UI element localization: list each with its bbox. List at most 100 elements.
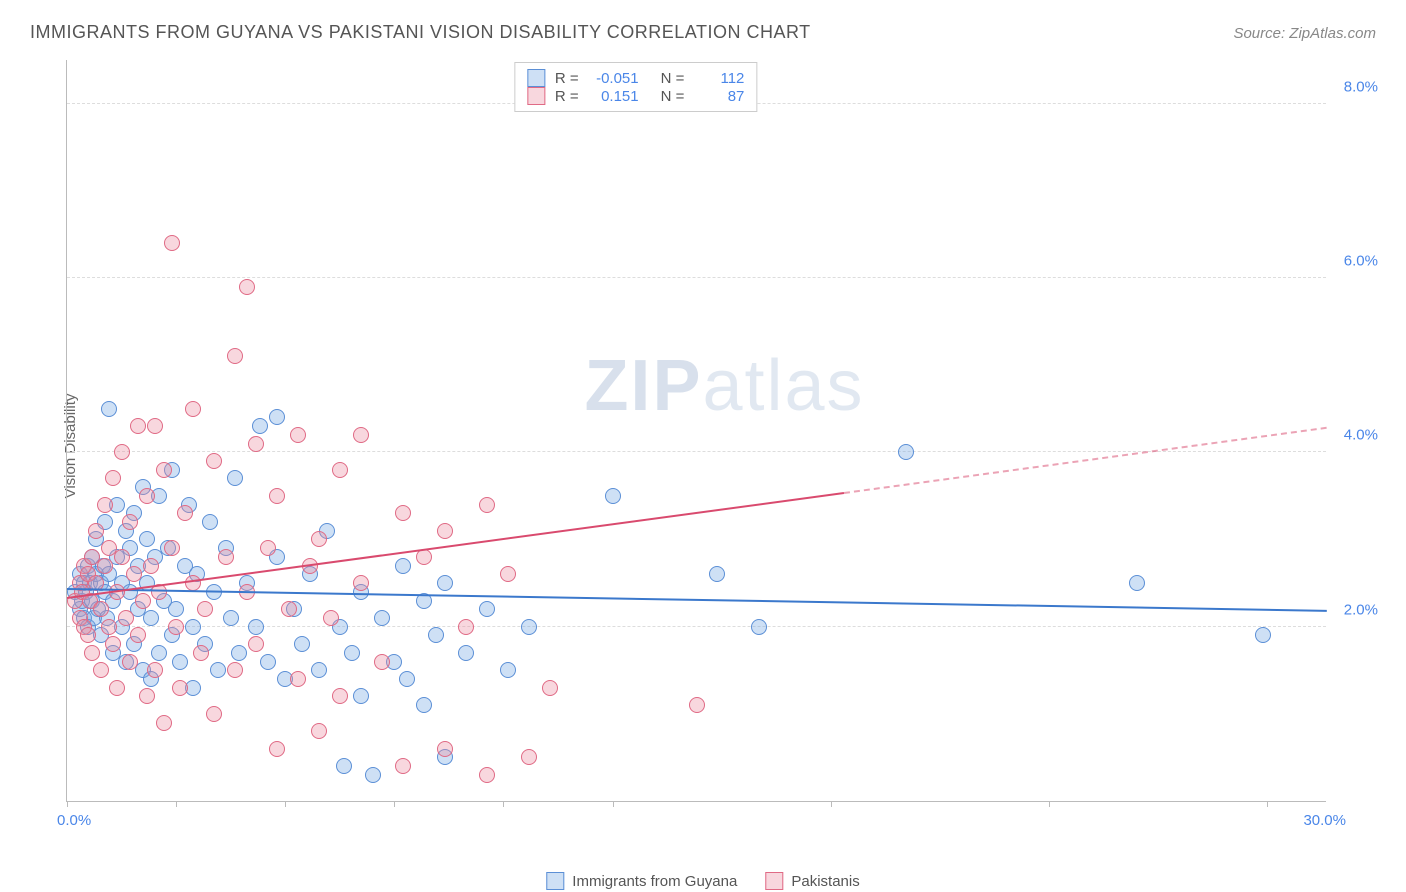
- source-attribution: Source: ZipAtlas.com: [1233, 25, 1376, 42]
- scatter-point: [374, 654, 390, 670]
- scatter-point: [365, 767, 381, 783]
- chart-container: Vision Disability ZIPatlas R =-0.051N =1…: [30, 60, 1386, 832]
- r-value: 0.151: [589, 88, 639, 105]
- scatter-point: [500, 662, 516, 678]
- n-value: 87: [694, 88, 744, 105]
- x-tick-mark: [1049, 801, 1050, 807]
- scatter-point: [399, 671, 415, 687]
- scatter-point: [239, 279, 255, 295]
- scatter-point: [281, 601, 297, 617]
- scatter-point: [248, 619, 264, 635]
- x-axis-min-label: 0.0%: [57, 812, 91, 829]
- plot-area: ZIPatlas R =-0.051N =112R =0.151N =87 0.…: [66, 60, 1326, 802]
- scatter-point: [290, 671, 306, 687]
- legend-swatch: [765, 872, 783, 890]
- n-label: N =: [661, 70, 685, 87]
- watermark: ZIPatlas: [584, 345, 864, 427]
- scatter-point: [458, 619, 474, 635]
- x-tick-mark: [503, 801, 504, 807]
- scatter-point: [185, 401, 201, 417]
- legend-item: Pakistanis: [765, 872, 859, 890]
- scatter-point: [97, 497, 113, 513]
- scatter-point: [164, 235, 180, 251]
- x-tick-mark: [394, 801, 395, 807]
- scatter-point: [227, 470, 243, 486]
- scatter-point: [109, 680, 125, 696]
- chart-title: IMMIGRANTS FROM GUYANA VS PAKISTANI VISI…: [30, 22, 811, 43]
- scatter-point: [114, 444, 130, 460]
- scatter-point: [269, 409, 285, 425]
- r-label: R =: [555, 70, 579, 87]
- y-tick-label: 4.0%: [1344, 427, 1378, 444]
- scatter-point: [323, 610, 339, 626]
- scatter-point: [172, 654, 188, 670]
- x-tick-mark: [285, 801, 286, 807]
- scatter-point: [101, 619, 117, 635]
- scatter-point: [139, 488, 155, 504]
- correlation-legend: R =-0.051N =112R =0.151N =87: [514, 62, 758, 112]
- scatter-point: [122, 514, 138, 530]
- scatter-point: [605, 488, 621, 504]
- scatter-point: [156, 462, 172, 478]
- scatter-point: [164, 540, 180, 556]
- scatter-point: [84, 645, 100, 661]
- scatter-point: [437, 575, 453, 591]
- scatter-point: [479, 767, 495, 783]
- legend-stat-row: R =-0.051N =112: [527, 69, 745, 87]
- scatter-point: [332, 688, 348, 704]
- series-legend: Immigrants from GuyanaPakistanis: [546, 872, 859, 890]
- scatter-point: [294, 636, 310, 652]
- scatter-point: [269, 488, 285, 504]
- y-tick-label: 8.0%: [1344, 78, 1378, 95]
- scatter-point: [118, 610, 134, 626]
- scatter-point: [93, 601, 109, 617]
- legend-swatch: [527, 69, 545, 87]
- scatter-point: [252, 418, 268, 434]
- scatter-point: [218, 549, 234, 565]
- scatter-point: [500, 566, 516, 582]
- scatter-point: [105, 470, 121, 486]
- scatter-point: [206, 706, 222, 722]
- scatter-point: [521, 749, 537, 765]
- scatter-point: [130, 627, 146, 643]
- n-value: 112: [694, 70, 744, 87]
- scatter-point: [210, 662, 226, 678]
- legend-swatch: [546, 872, 564, 890]
- scatter-point: [311, 662, 327, 678]
- scatter-point: [143, 610, 159, 626]
- scatter-point: [126, 566, 142, 582]
- scatter-point: [521, 619, 537, 635]
- trend-line-extrapolated: [844, 427, 1327, 494]
- scatter-point: [105, 636, 121, 652]
- scatter-point: [156, 715, 172, 731]
- scatter-point: [227, 348, 243, 364]
- scatter-point: [223, 610, 239, 626]
- x-tick-mark: [176, 801, 177, 807]
- scatter-point: [336, 758, 352, 774]
- scatter-point: [151, 645, 167, 661]
- scatter-point: [168, 619, 184, 635]
- scatter-point: [479, 497, 495, 513]
- scatter-point: [437, 523, 453, 539]
- scatter-point: [168, 601, 184, 617]
- scatter-point: [428, 627, 444, 643]
- scatter-point: [185, 575, 201, 591]
- scatter-point: [197, 601, 213, 617]
- scatter-point: [227, 662, 243, 678]
- scatter-point: [395, 558, 411, 574]
- scatter-point: [332, 462, 348, 478]
- scatter-point: [353, 688, 369, 704]
- scatter-point: [260, 654, 276, 670]
- scatter-point: [114, 549, 130, 565]
- scatter-point: [202, 514, 218, 530]
- scatter-point: [353, 575, 369, 591]
- gridline: [67, 277, 1326, 278]
- scatter-point: [248, 636, 264, 652]
- scatter-point: [143, 558, 159, 574]
- scatter-point: [130, 418, 146, 434]
- scatter-point: [344, 645, 360, 661]
- scatter-point: [101, 401, 117, 417]
- scatter-point: [709, 566, 725, 582]
- legend-series-name: Pakistanis: [791, 873, 859, 890]
- scatter-point: [751, 619, 767, 635]
